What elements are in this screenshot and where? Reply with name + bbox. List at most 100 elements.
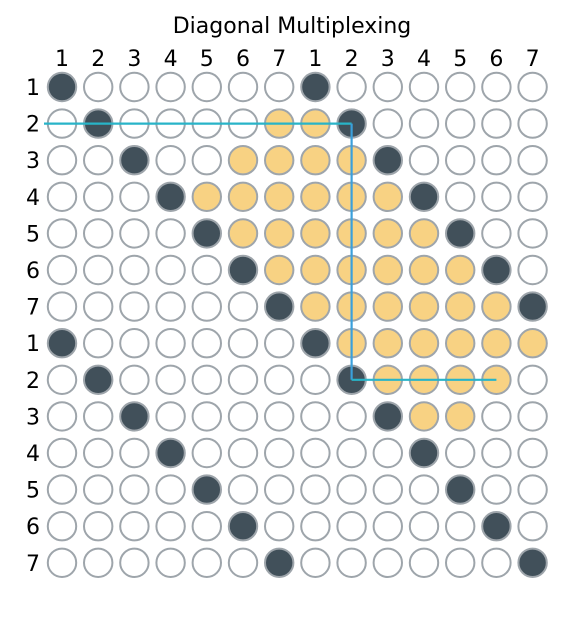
empty-circle	[264, 474, 295, 505]
highlighted-circle	[264, 181, 295, 213]
row-label: 7	[26, 552, 40, 577]
empty-circle	[517, 437, 548, 469]
empty-circle	[46, 474, 78, 505]
empty-circle	[83, 181, 114, 213]
empty-circle	[481, 71, 512, 103]
empty-circle	[119, 474, 150, 505]
highlighted-circle	[264, 218, 295, 249]
diagonal-circle	[227, 511, 259, 542]
empty-circle	[83, 474, 114, 505]
empty-circle	[83, 437, 114, 469]
empty-circle	[300, 401, 331, 432]
diagonal-circle	[300, 328, 331, 359]
empty-circle	[191, 547, 223, 578]
empty-circle	[155, 218, 186, 249]
row-labels: 1 2 3 4 5 6 7 1 2 3 4 5 6 7	[26, 76, 40, 577]
empty-circle	[517, 401, 548, 432]
empty-circle	[264, 437, 295, 469]
empty-circle	[517, 474, 548, 505]
empty-circle	[155, 71, 186, 103]
empty-circle	[264, 364, 295, 395]
empty-circle	[83, 547, 114, 578]
empty-circle	[372, 71, 403, 103]
highlighted-circle	[300, 254, 331, 286]
empty-circle	[481, 547, 512, 578]
empty-circle	[191, 291, 223, 322]
empty-circle	[83, 401, 114, 432]
column-label: 4	[417, 47, 431, 72]
diagonal-circle	[517, 291, 548, 322]
empty-circle	[119, 71, 150, 103]
empty-circle	[46, 511, 78, 542]
row-label: 7	[26, 296, 40, 321]
empty-circle	[481, 401, 512, 432]
empty-circle	[46, 218, 78, 249]
highlighted-circle	[300, 291, 331, 322]
empty-circle	[46, 437, 78, 469]
diagonal-circle	[264, 291, 295, 322]
empty-circle	[83, 291, 114, 322]
highlighted-circle	[445, 254, 476, 286]
empty-circle	[46, 401, 78, 432]
diagonal-circle	[372, 145, 403, 176]
highlighted-circle	[372, 291, 403, 322]
empty-circle	[227, 364, 259, 395]
diagonal-circle	[481, 254, 512, 286]
empty-circle	[191, 328, 223, 359]
empty-circle	[119, 291, 150, 322]
empty-circle	[445, 145, 476, 176]
empty-circle	[227, 328, 259, 359]
empty-circle	[517, 218, 548, 249]
highlighted-circle	[481, 291, 512, 322]
empty-circle	[264, 328, 295, 359]
diagonal-circle	[372, 401, 403, 432]
empty-circle	[445, 71, 476, 103]
empty-circle	[155, 547, 186, 578]
column-label: 1	[55, 47, 69, 72]
empty-circle	[517, 181, 548, 213]
highlighted-circle	[372, 254, 403, 286]
empty-circle	[155, 474, 186, 505]
empty-circle	[300, 547, 331, 578]
empty-circle	[227, 71, 259, 103]
highlighted-circle	[300, 218, 331, 249]
highlighted-circle	[408, 218, 440, 249]
empty-circle	[227, 547, 259, 578]
empty-circle	[46, 181, 78, 213]
diagonal-circle	[46, 328, 78, 359]
highlighted-circle	[372, 328, 403, 359]
row-label: 5	[26, 222, 40, 247]
empty-circle	[119, 328, 150, 359]
empty-circle	[83, 511, 114, 542]
diagonal-circle	[191, 474, 223, 505]
empty-circle	[83, 145, 114, 176]
empty-circle	[517, 108, 548, 139]
row-label: 1	[26, 332, 40, 357]
empty-circle	[155, 145, 186, 176]
highlighted-circle	[300, 181, 331, 213]
empty-circle	[481, 181, 512, 213]
row-label: 4	[26, 186, 40, 211]
empty-circle	[119, 254, 150, 286]
row-label: 6	[26, 515, 40, 540]
highlighted-circle	[445, 328, 476, 359]
empty-circle	[517, 364, 548, 395]
empty-circle	[83, 218, 114, 249]
diagonal-circle	[408, 181, 440, 213]
empty-circle	[46, 291, 78, 322]
empty-circle	[408, 547, 440, 578]
column-label: 3	[381, 47, 395, 72]
empty-circle	[408, 108, 440, 139]
highlighted-circle	[372, 218, 403, 249]
empty-circle	[191, 254, 223, 286]
empty-circle	[83, 254, 114, 286]
empty-circle	[191, 437, 223, 469]
empty-circle	[336, 401, 367, 432]
highlighted-circle	[445, 291, 476, 322]
empty-circle	[119, 437, 150, 469]
empty-circle	[300, 511, 331, 542]
diagonal-circle	[227, 254, 259, 286]
empty-circle	[336, 511, 367, 542]
empty-circle	[191, 401, 223, 432]
diagonal-circle	[300, 71, 331, 103]
